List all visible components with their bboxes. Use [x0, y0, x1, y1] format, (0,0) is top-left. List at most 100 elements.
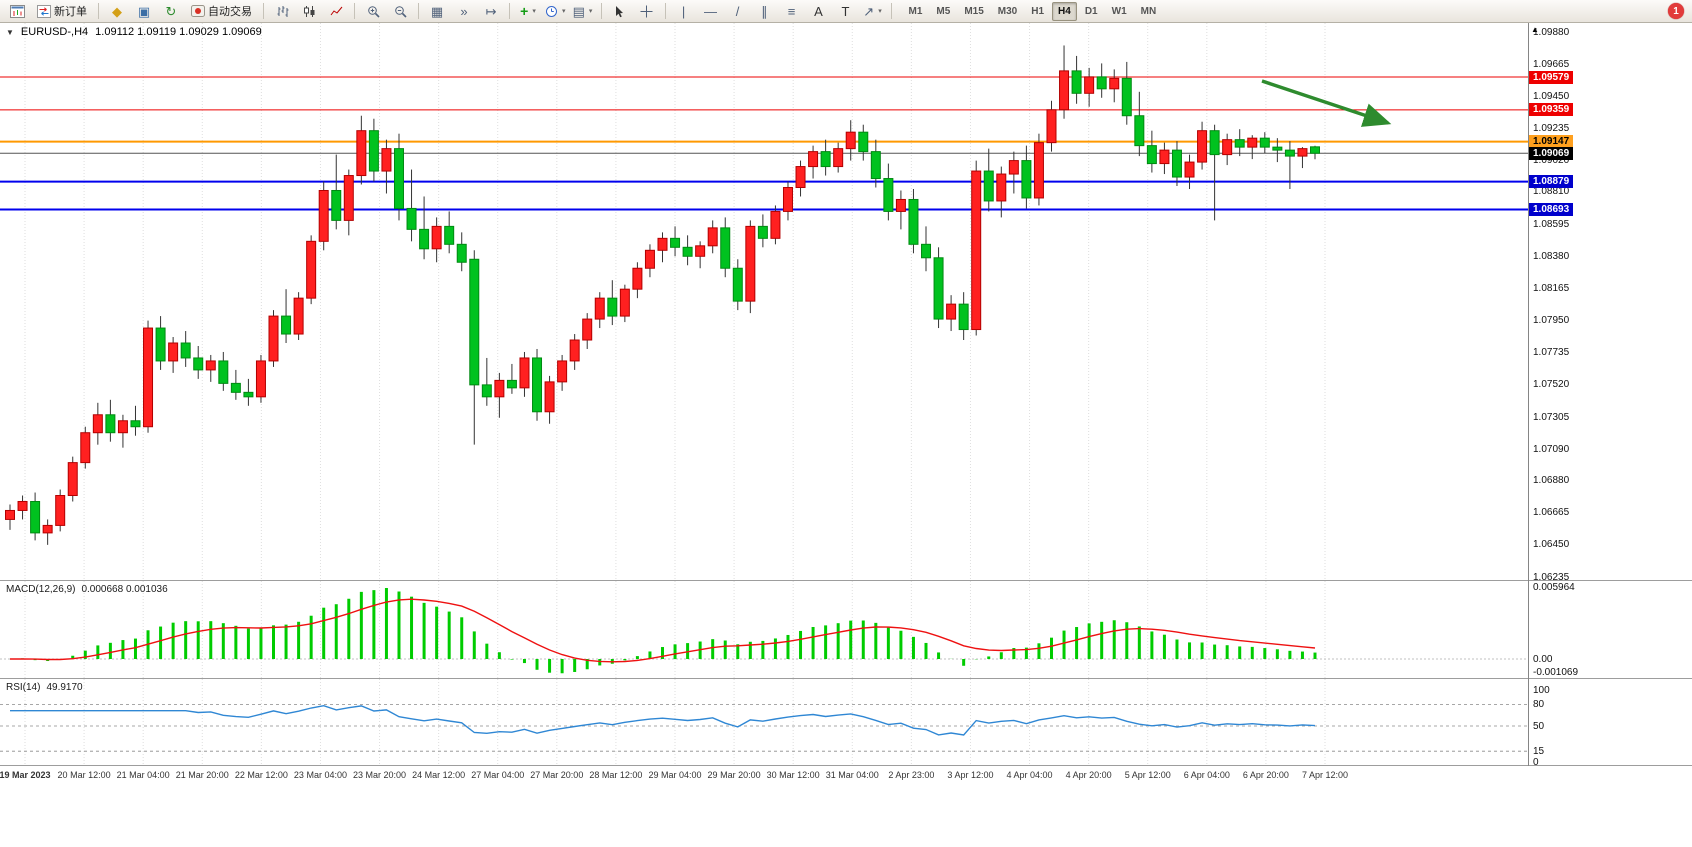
time-label: 28 Mar 12:00	[589, 770, 643, 780]
candle-body	[1033, 142, 1044, 199]
price-tick: 1.08380	[1533, 250, 1570, 262]
rsi-label: RSI(14) 49.9170	[6, 682, 83, 693]
candle-body	[757, 225, 768, 239]
rsi-level-lines	[0, 703, 1528, 752]
navigator-button[interactable]: ▣	[131, 0, 157, 22]
toolbar-separator	[98, 3, 99, 19]
panel-separator[interactable]	[0, 678, 1692, 679]
auto-scroll-button[interactable]: »	[451, 0, 477, 22]
candle-body	[921, 243, 932, 259]
chart-window: ▲ ▼ EURUSD-,H4 1.09112 1.09119 1.09029 1…	[0, 23, 1692, 847]
new-order-label: 新订单	[54, 6, 87, 18]
candle-body	[1247, 137, 1258, 148]
candle-body	[632, 267, 643, 290]
candle-body	[1071, 70, 1082, 94]
time-label: 30 Mar 12:00	[766, 770, 820, 780]
price-line-label: 1.09147	[1529, 135, 1574, 149]
candle-body	[1059, 70, 1070, 111]
candlestick-chart-button[interactable]	[296, 0, 322, 22]
price-tick: 1.09880	[1533, 26, 1570, 38]
macd-name: MACD(12,26,9)	[6, 584, 76, 595]
line-chart-button[interactable]	[323, 0, 349, 22]
arrows-tool-button[interactable]: ↗ ▾	[860, 0, 886, 22]
chart-ohlc-readout: 1.09112 1.09119 1.09029 1.09069	[95, 26, 262, 38]
fibonacci-button[interactable]: ≡	[779, 0, 805, 22]
tile-windows-button[interactable]: ▦	[424, 0, 450, 22]
periods-button[interactable]: ▾	[542, 0, 569, 22]
candle-body	[67, 462, 78, 497]
crosshair-icon	[640, 5, 653, 17]
timeframe-h4-button[interactable]: H4	[1052, 1, 1077, 21]
candle-body	[117, 420, 128, 434]
chart-menu-icon[interactable]: ▼	[6, 27, 14, 37]
macd-tick: 0.005964	[1533, 582, 1575, 593]
channel-button[interactable]: ∥	[752, 0, 778, 22]
price-chart[interactable]	[0, 23, 1528, 580]
rsi-tick: 0	[1533, 756, 1539, 768]
timeframe-d1-button[interactable]: D1	[1084, 5, 1098, 17]
zoom-out-button[interactable]	[387, 0, 413, 22]
candle-body	[243, 391, 254, 398]
candle-body	[845, 131, 856, 150]
trendline-icon: /	[735, 3, 740, 19]
new-chart-button[interactable]	[4, 0, 30, 22]
timeframe-m1-button[interactable]: M1	[908, 5, 923, 17]
zoom-in-icon	[367, 5, 380, 18]
vertical-line-button[interactable]: |	[671, 0, 697, 22]
panel-separator[interactable]	[0, 580, 1692, 581]
bar-chart-button[interactable]	[269, 0, 295, 22]
candle-body	[42, 524, 53, 534]
text-tool-button[interactable]: A	[806, 0, 832, 22]
rsi-panel[interactable]	[0, 679, 1528, 765]
crosshair-button[interactable]	[634, 0, 660, 22]
notification-badge[interactable]: 1	[1668, 3, 1684, 19]
time-label: 6 Apr 20:00	[1242, 770, 1289, 780]
price-tick: 1.06235	[1533, 571, 1570, 583]
panel-separator[interactable]	[0, 765, 1692, 766]
new-order-icon	[37, 4, 51, 18]
candle-body	[983, 170, 994, 202]
price-line-label: 1.09359	[1529, 103, 1574, 117]
timeframe-m15-button[interactable]: M15	[964, 5, 984, 17]
indicators-button[interactable]: + ▾	[515, 0, 541, 22]
candle-body	[958, 303, 969, 331]
timeframe-w1-button[interactable]: W1	[1111, 5, 1127, 17]
timeframe-m5-button[interactable]: M5	[936, 5, 951, 17]
candle-body	[1272, 146, 1283, 151]
chart-symbol-period: EURUSD-,H4	[20, 26, 89, 38]
time-label: 2 Apr 23:00	[888, 770, 935, 780]
candle-body	[1310, 146, 1320, 154]
candle-body	[218, 360, 229, 384]
autotrade-button[interactable]: 自动交易	[185, 0, 258, 22]
candle-body	[1297, 148, 1308, 157]
timeframe-m30-button[interactable]: M30	[997, 5, 1018, 17]
clock-icon	[546, 5, 557, 17]
terminal-button[interactable]: ↻	[158, 0, 184, 22]
chart-shift-button[interactable]: ↦	[478, 0, 504, 22]
price-axis-border	[1528, 23, 1529, 766]
price-tick: 1.06665	[1533, 507, 1570, 519]
macd-panel[interactable]	[0, 581, 1528, 678]
time-label: 23 Mar 20:00	[353, 770, 407, 780]
price-tick: 1.07735	[1533, 347, 1570, 359]
label-tool-button[interactable]: T	[833, 0, 859, 22]
candle-body	[1121, 77, 1132, 117]
candle-body	[532, 357, 543, 413]
horizontal-line-button[interactable]: ―	[698, 0, 724, 22]
templates-button[interactable]: ▤ ▾	[570, 0, 596, 22]
candle-body	[506, 379, 517, 389]
timeframe-mn-button[interactable]: MN	[1140, 5, 1157, 17]
zoom-in-button[interactable]	[360, 0, 386, 22]
candle-body	[1134, 115, 1145, 147]
candle-body	[569, 339, 580, 362]
cursor-button[interactable]	[607, 0, 633, 22]
new-order-button[interactable]: 新订单	[31, 0, 93, 22]
price-tick: 1.09235	[1533, 122, 1570, 134]
price-tick: 1.09020	[1533, 155, 1570, 167]
time-axis[interactable]: 19 Mar 2023 20 Mar 12:00 21 Mar 04:00 21 Ma…	[0, 766, 1692, 788]
market-watch-button[interactable]: ◆	[104, 0, 130, 22]
rsi-value: 49.9170	[46, 682, 83, 693]
trendline-button[interactable]: /	[725, 0, 751, 22]
timeframe-h1-button[interactable]: H1	[1031, 5, 1045, 17]
candle-body	[720, 227, 731, 269]
